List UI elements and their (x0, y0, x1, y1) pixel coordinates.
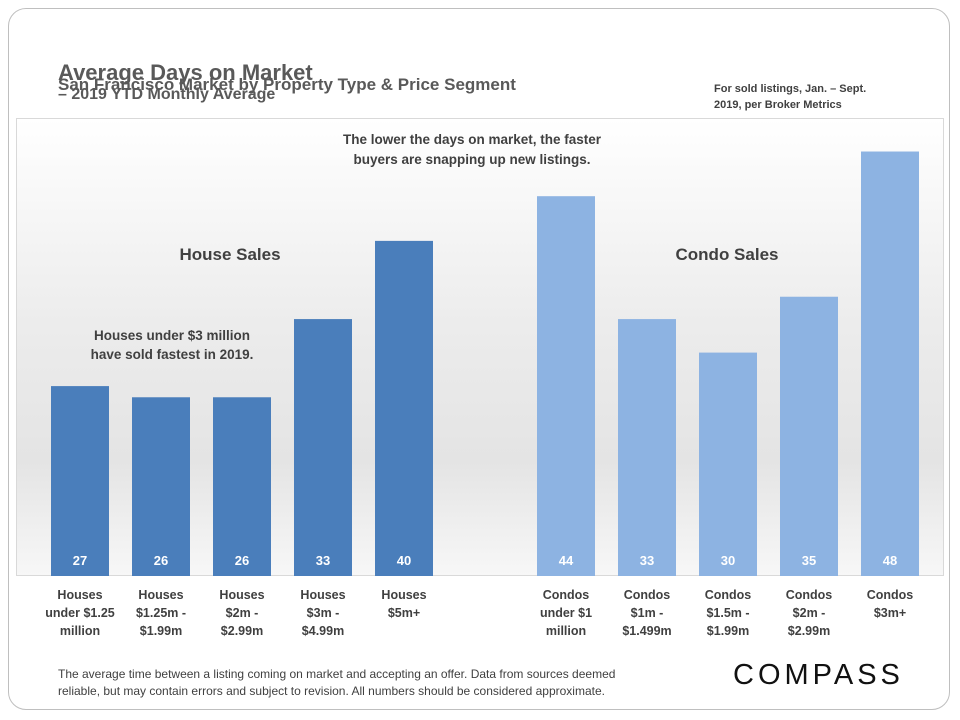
value-label: 33 (640, 553, 654, 568)
x-tick-label: Houses under $1.25 million (45, 588, 115, 638)
disclaimer: The average time between a listing comin… (58, 667, 616, 698)
bar (780, 296, 838, 576)
value-label: 33 (316, 553, 330, 568)
bar (294, 319, 352, 576)
bar (375, 240, 433, 576)
frame (8, 8, 950, 710)
value-label: 44 (559, 553, 574, 568)
value-label: 48 (883, 553, 897, 568)
x-tick-label: Condos $1m - $1.499m (622, 588, 672, 638)
bar (618, 319, 676, 576)
annotation: The lower the days on market, the faster… (342, 132, 602, 167)
x-tick-label: Houses $3m - $4.99m (300, 588, 346, 638)
annotation: Houses under $3 million have sold fastes… (90, 328, 254, 362)
subtitle: San Francisco Market by Property Type & … (58, 75, 516, 94)
value-label: 26 (154, 553, 168, 568)
title-suffix: – 2019 YTD Monthly Average (58, 86, 276, 103)
x-tick-label: Condos $3m+ (866, 588, 914, 620)
x-tick-label: Condos $1.5m - $1.99m (704, 588, 752, 638)
value-label: 40 (397, 553, 411, 568)
value-label: 27 (73, 553, 87, 568)
group-title: House Sales (179, 245, 281, 264)
value-label: 26 (235, 553, 249, 568)
bar (132, 397, 190, 576)
x-tick-label: Condos $2m - $2.99m (785, 588, 833, 638)
x-tick-label: Condos under $1 million (539, 588, 593, 638)
note: For sold listings, Jan. – Sept. 2019, pe… (714, 83, 867, 111)
value-label: 30 (721, 553, 735, 568)
group-title: Condo Sales (675, 245, 779, 264)
bar (537, 196, 595, 576)
value-label: 35 (802, 553, 816, 568)
bar (861, 151, 919, 576)
logo: COMPASS (733, 659, 904, 691)
bar (51, 386, 109, 576)
x-tick-label: Houses $2m - $2.99m (219, 588, 265, 638)
bar (699, 352, 757, 576)
x-tick-label: Houses $5m+ (381, 588, 427, 620)
bar (213, 397, 271, 576)
chart-title: Average Days on Market (58, 60, 313, 85)
title-row: Average Days on Market – 2019 YTD Monthl… (58, 42, 313, 104)
x-tick-label: Houses $1.25m - $1.99m (135, 588, 187, 638)
